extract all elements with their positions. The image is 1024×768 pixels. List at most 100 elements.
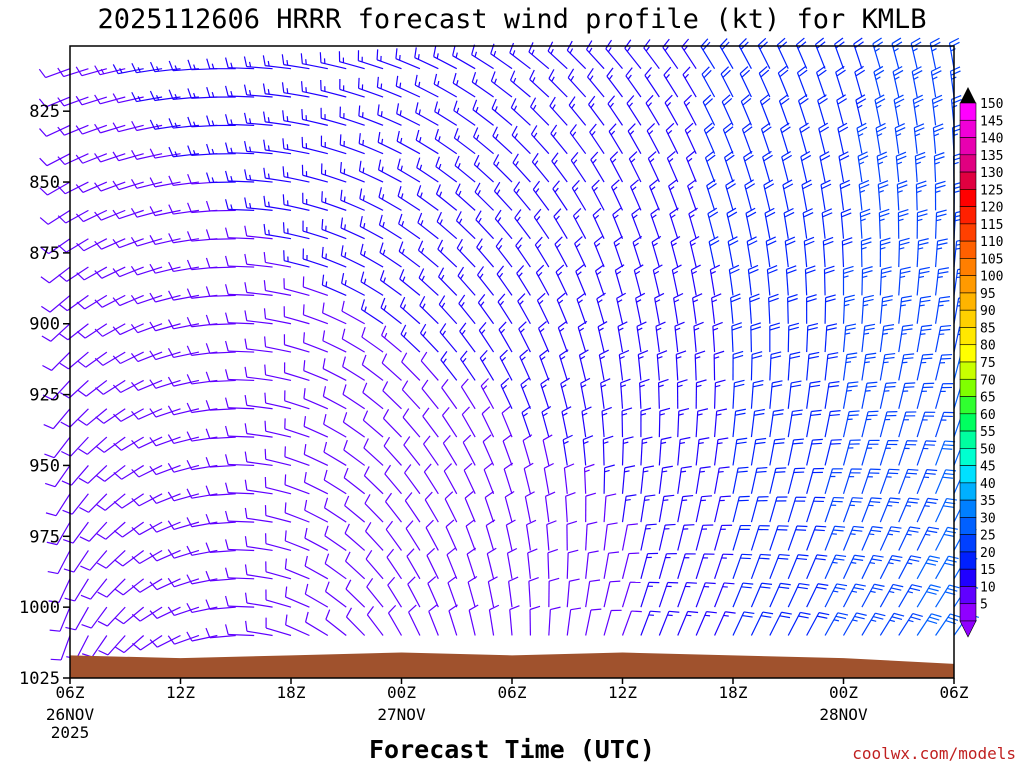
wind-barb	[464, 491, 476, 523]
wind-barb-feather	[407, 576, 416, 585]
wind-barb	[783, 207, 795, 239]
wind-barb-staff	[757, 45, 771, 69]
wind-barb-feather	[912, 94, 923, 101]
wind-barb-half-feather	[672, 270, 679, 275]
wind-barb-feather	[167, 462, 175, 473]
wind-barb-feather	[927, 497, 939, 501]
wind-barb	[692, 293, 703, 324]
wind-barb-feather	[823, 240, 834, 246]
wind-barb-staff	[173, 266, 200, 273]
wind-barb-feather	[682, 494, 694, 498]
wind-barb	[302, 192, 328, 211]
wind-barb-feather	[653, 264, 663, 271]
wind-barb-staff	[806, 439, 814, 466]
wind-barb-feather	[621, 407, 633, 412]
wind-barb-feather	[284, 530, 287, 541]
wind-barb-half-feather	[174, 122, 178, 128]
wind-barb	[689, 236, 700, 268]
colorbar-segment	[959, 171, 977, 190]
wind-barb	[861, 583, 885, 608]
wind-barb-feather	[932, 94, 943, 101]
wind-barb-half-feather	[688, 186, 694, 191]
wind-barb-staff	[103, 379, 126, 395]
wind-barb-feather	[568, 96, 576, 106]
wind-barb-feather	[417, 212, 423, 223]
wind-barb-staff	[769, 611, 783, 636]
wind-barb-staff	[228, 350, 255, 353]
wind-barb	[677, 524, 695, 551]
wind-barb-feather	[788, 322, 800, 327]
wind-barb	[131, 493, 163, 507]
wind-barb-feather	[843, 269, 854, 274]
wind-barb-feather	[875, 98, 886, 105]
wind-barb-half-feather	[597, 299, 603, 304]
wind-barb-feather	[57, 156, 66, 165]
wind-barb	[265, 561, 292, 580]
wind-barb	[552, 180, 568, 211]
wind-barb	[613, 235, 624, 268]
wind-barb	[585, 550, 599, 579]
wind-barb	[898, 612, 923, 636]
wind-barb-feather	[94, 299, 103, 308]
wind-barb-staff	[156, 549, 181, 562]
wind-barb-feather	[501, 406, 511, 414]
wind-barb-staff	[916, 526, 930, 551]
wind-barb-staff	[228, 407, 255, 410]
wind-barb-feather	[920, 328, 932, 332]
wind-barb-staff	[953, 326, 961, 353]
wind-barb-feather	[632, 235, 643, 243]
wind-barb-feather	[284, 474, 287, 485]
wind-barb-staff	[156, 606, 181, 619]
wind-barb-feather	[755, 441, 766, 445]
wind-barb-feather	[937, 242, 948, 246]
wind-barb-feather	[420, 351, 428, 362]
wind-barb-feather	[569, 124, 577, 134]
wind-barb	[149, 493, 181, 504]
wind-barb	[49, 606, 71, 632]
wind-barb-feather	[506, 519, 516, 526]
wind-barb	[585, 608, 602, 636]
wind-barb-feather	[186, 459, 193, 470]
wind-barb	[320, 135, 347, 155]
wind-barb	[787, 293, 798, 324]
wind-barb-staff	[138, 436, 163, 449]
wind-barb-feather	[624, 465, 636, 469]
wind-barb	[224, 369, 255, 382]
colorbar-segment	[959, 534, 977, 553]
wind-barb-half-feather	[950, 48, 956, 52]
wind-barb	[695, 408, 709, 438]
wind-barb-feather	[623, 436, 634, 441]
wind-barb-feather	[493, 154, 500, 164]
wind-barb-staff	[209, 436, 236, 440]
wind-barb	[75, 181, 108, 193]
wind-barb-feather	[701, 495, 713, 498]
wind-barb	[879, 295, 893, 324]
wind-barb-feather	[743, 126, 753, 134]
wind-barb-half-feather	[858, 133, 864, 137]
wind-barb	[320, 107, 347, 126]
wind-barb	[343, 439, 366, 466]
wind-barb-feather	[366, 577, 374, 588]
wind-barb-feather	[865, 352, 877, 356]
wind-barb-staff	[464, 497, 476, 523]
wind-barb	[582, 435, 594, 466]
wind-barb-feather	[817, 583, 829, 586]
wind-barb	[320, 163, 347, 183]
wind-barb-half-feather	[476, 134, 480, 140]
wind-barb-staff	[173, 181, 199, 186]
wind-barb-staff	[695, 553, 705, 579]
wind-barb-staff	[898, 411, 907, 438]
wind-barb-feather	[131, 468, 140, 478]
wind-barb-staff	[824, 526, 836, 551]
wind-barb-feather	[396, 130, 400, 142]
wind-barb-half-feather	[918, 275, 925, 279]
wind-barb-half-feather	[474, 79, 478, 85]
wind-barb	[518, 321, 531, 353]
wind-barb	[549, 96, 568, 126]
wind-barb-feather	[187, 173, 192, 185]
wind-barb-feather	[406, 548, 415, 557]
wind-barb-feather	[939, 296, 951, 299]
wind-barb-feather	[751, 351, 763, 356]
wind-barb-feather	[742, 122, 752, 130]
wind-barb	[769, 611, 792, 636]
